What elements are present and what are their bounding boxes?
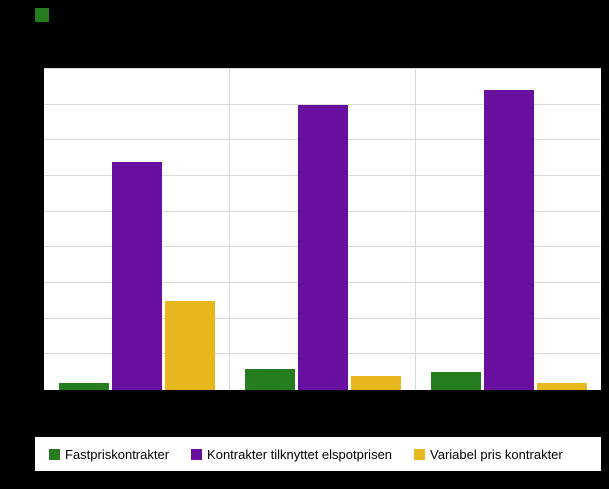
- legend-item-fastpriskontrakter: Fastpriskontrakter: [49, 447, 169, 462]
- bar-variabel-pris-kontrakter: [164, 300, 215, 390]
- legend-label: Variabel pris kontrakter: [430, 446, 563, 462]
- bar-fastpriskontrakter: [58, 382, 109, 390]
- bar-variabel-pris-kontrakter: [536, 382, 587, 390]
- bar-group-2: [230, 69, 416, 390]
- bar-fastpriskontrakter: [430, 372, 481, 390]
- legend-swatch-variabel-pris-kontrakter: [414, 448, 426, 460]
- bars-layer: [44, 69, 601, 390]
- bar-group-3: [416, 69, 601, 390]
- bar-group-1: [44, 69, 230, 390]
- bar-kontrakter-tilknyttet-elspotprisen: [483, 90, 534, 390]
- plot-area: [44, 68, 601, 390]
- legend-item-variabel-pris-kontrakter: Variabel pris kontrakter: [414, 447, 563, 462]
- bar-kontrakter-tilknyttet-elspotprisen: [297, 104, 348, 390]
- brand-mark: [35, 8, 49, 22]
- legend-label: Kontrakter tilknyttet elspotprisen: [207, 446, 393, 462]
- legend-label: Fastpriskontrakter: [65, 446, 170, 462]
- bar-variabel-pris-kontrakter: [350, 375, 401, 390]
- legend-item-kontrakter-tilknyttet-elspotprisen: Kontrakter tilknyttet elspotprisen: [191, 447, 392, 462]
- legend: Fastpriskontrakter Kontrakter tilknyttet …: [35, 437, 601, 471]
- bar-kontrakter-tilknyttet-elspotprisen: [111, 161, 162, 390]
- bar-fastpriskontrakter: [244, 368, 295, 390]
- gridline: [44, 103, 601, 105]
- legend-swatch-kontrakter-tilknyttet-elspotprisen: [191, 448, 203, 460]
- legend-swatch-fastpriskontrakter: [49, 448, 60, 460]
